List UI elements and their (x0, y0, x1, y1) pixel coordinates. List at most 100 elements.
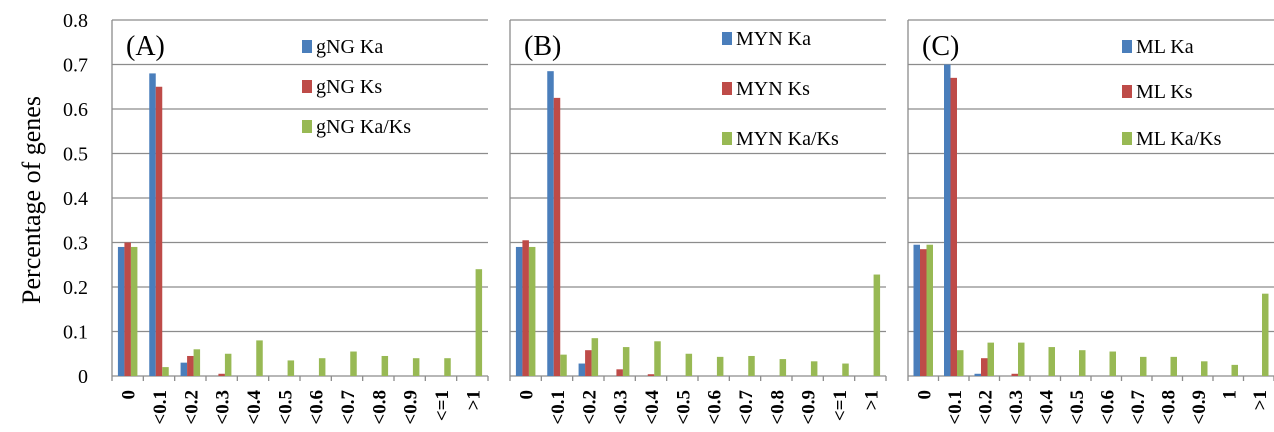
chart-panel-1: 0 <0.1 <0.2 <0.3 <0.4 <0.5 <0.6 <0.7 <0.8 <0.9 <=1… (111, 19, 489, 425)
bar-gng-ka-ks-2 (193, 349, 201, 376)
legend-swatch (722, 82, 732, 95)
bar-myn-ks-1 (553, 97, 561, 376)
bar-myn-ka-ks-4 (654, 341, 661, 376)
bar-gng-ka-ks-6 (318, 358, 326, 376)
y-axis-title: Percentage of genes (17, 96, 46, 304)
bar-ml-ka-ks-5 (1079, 350, 1086, 376)
bar-ml-ka-0 (913, 244, 920, 376)
bar-ml-ka-ks-7 (1140, 356, 1147, 376)
x-tick-label: <0.1 (548, 390, 569, 425)
bar-myn-ks-4 (647, 374, 655, 376)
bar-ml-ka-ks-10 (1231, 364, 1238, 376)
chart-panel-2: 0 <0.1 <0.2 <0.3 <0.4 <0.5 <0.6 <0.7 <0.8 <0.9 <=1… (509, 19, 887, 425)
bar-gng-ka-1 (149, 73, 156, 377)
bar-myn-ka-ks-5 (685, 353, 693, 376)
bar-gng-ks-0 (124, 242, 131, 376)
bar-gng-ks-2 (187, 355, 194, 376)
bar-gng-ka-ks-0 (130, 246, 138, 376)
legend-swatch (722, 32, 732, 45)
legend-swatch (302, 120, 312, 133)
x-tick-label: <0.8 (767, 390, 788, 425)
legend-label: MYN Ks (736, 78, 810, 100)
legend-label: ML Ka/Ks (1136, 128, 1222, 150)
bar-myn-ka-ks-9 (810, 361, 818, 376)
bar-gng-ka-2 (180, 362, 188, 376)
x-tick-label: <0.6 (705, 390, 726, 425)
bar-myn-ka-ks-6 (716, 356, 724, 376)
x-tick-label: <0.5 (673, 390, 694, 425)
y-axis-ticks: 0 0.1 0.2 0.3 0.4 0.5 0.6 0.7 0.8 (63, 10, 88, 388)
bar-gng-ka-ks-9 (412, 358, 420, 376)
x-tick-label: <0.1 (150, 390, 171, 425)
bar-myn-ka-ks-11 (873, 274, 881, 376)
bar-ml-ka-ks-3 (1018, 342, 1025, 376)
bar-gng-ka-ks-1 (162, 367, 169, 376)
bar-gng-ka-ks-7 (350, 351, 357, 376)
legend-swatch (302, 40, 312, 53)
x-tick-label: <0.6 (1097, 390, 1118, 425)
x-tick-label: <0.4 (244, 390, 265, 425)
bar-ml-ka-1 (944, 64, 951, 376)
bar-ml-ks-3 (1011, 373, 1018, 376)
x-tick-label: 0 (517, 390, 538, 400)
panel-label: (A) (126, 31, 165, 62)
x-tick-label: <0.8 (1158, 390, 1179, 425)
y-tick-label: 0.2 (63, 277, 88, 299)
x-tick-label: <0.7 (736, 390, 757, 425)
legend-label: MYN Ka/Ks (736, 128, 839, 150)
bar-myn-ka-ks-10 (842, 363, 849, 376)
x-tick-label: <0.9 (1189, 390, 1210, 425)
bar-ml-ka-ks-1 (957, 350, 964, 376)
x-tick-label: <0.2 (579, 390, 600, 425)
bar-myn-ka-2 (578, 363, 586, 376)
chart-panel-3: 0 <0.1 <0.2 <0.3 <0.4 <0.5 <0.6 <0.7 <0.8 <0.9 1 >1… (907, 19, 1274, 425)
legend-swatch (722, 132, 732, 145)
bar-gng-ka-ks-10 (444, 358, 451, 376)
x-tick-label: <0.7 (338, 390, 359, 425)
bar-ml-ka-ks-11 (1262, 293, 1269, 376)
chart-panels: 0 <0.1 <0.2 <0.3 <0.4 <0.5 <0.6 <0.7 <0.8 <0.9 <=1… (111, 19, 1274, 425)
bar-ml-ka-2 (974, 373, 981, 376)
legend-swatch (1122, 85, 1132, 98)
x-tick-label: <0.2 (975, 390, 996, 425)
x-tick-label: <0.1 (945, 390, 966, 425)
x-tick-label: >1 (1250, 390, 1271, 410)
bar-ml-ka-ks-9 (1201, 361, 1208, 376)
bar-ml-ks-2 (981, 358, 988, 376)
bar-myn-ka-0 (515, 246, 523, 376)
bar-ml-ka-ks-6 (1109, 351, 1116, 376)
bar-ml-ka-ks-4 (1048, 347, 1055, 376)
bar-myn-ks-3 (616, 369, 623, 376)
bar-myn-ka-ks-0 (528, 246, 536, 376)
bar-myn-ka-ks-2 (591, 338, 599, 376)
x-tick-label: 0 (119, 390, 140, 400)
legend-label: MYN Ka (736, 28, 811, 50)
bar-gng-ka-ks-8 (381, 355, 389, 376)
bar-ml-ka-ks-0 (926, 244, 933, 376)
bar-myn-ka-ks-8 (779, 359, 787, 376)
x-tick-label: <0.6 (307, 390, 328, 425)
x-tick-label: <0.4 (1036, 390, 1057, 425)
legend-label: gNG Ka (316, 36, 383, 58)
bar-ml-ks-1 (950, 77, 957, 376)
legend-label: ML Ka (1136, 36, 1194, 58)
bar-gng-ka-0 (117, 246, 125, 376)
bar-myn-ka-ks-3 (622, 347, 630, 376)
legend-swatch (302, 80, 312, 93)
panel-label: (C) (922, 31, 959, 62)
x-tick-label: <0.8 (369, 390, 390, 425)
x-tick-label: <0.3 (1006, 390, 1027, 425)
bar-myn-ka-1 (547, 71, 554, 377)
legend-swatch (1122, 40, 1132, 53)
y-tick-label: 0.7 (63, 55, 88, 77)
y-tick-label: 0.3 (63, 233, 88, 255)
y-tick-label: 0.4 (63, 188, 88, 210)
bar-myn-ka-ks-1 (560, 354, 567, 376)
x-tick-label: <0.3 (611, 390, 632, 425)
x-tick-label: 0 (914, 390, 935, 400)
x-tick-label: <0.3 (213, 390, 234, 425)
bar-ml-ks-0 (920, 249, 927, 376)
x-tick-label: <0.5 (1067, 390, 1088, 425)
bar-gng-ka-ks-5 (287, 360, 295, 376)
